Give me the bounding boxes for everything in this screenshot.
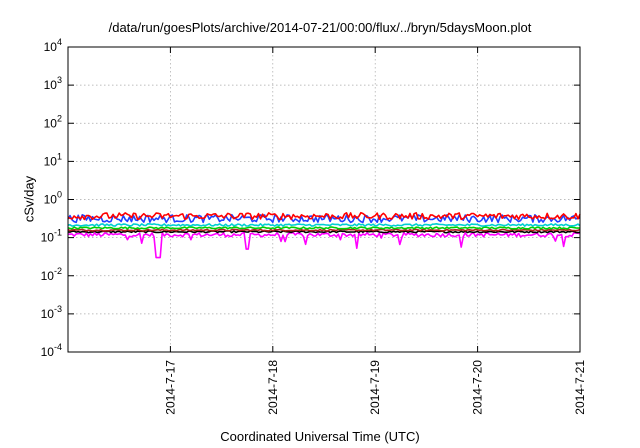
y-tick-label: 10-1: [41, 228, 62, 245]
series-line: [67, 231, 581, 259]
chart-title: /data/run/goesPlots/archive/2014-07-21/0…: [108, 20, 532, 35]
y-tick-label: 10-4: [41, 342, 62, 359]
x-tick-label: 2014-7-21: [573, 360, 587, 415]
y-axis-label: cSv/day: [21, 175, 37, 223]
y-tick-label: 10-3: [41, 304, 62, 321]
x-tick-label: 2014-7-20: [471, 360, 485, 415]
y-tick-label: 10-2: [41, 266, 62, 283]
x-tick-label: 2014-7-18: [266, 360, 280, 415]
y-tick-label: 100: [44, 190, 62, 207]
x-tick-label: 2014-7-19: [368, 360, 382, 415]
series-line: [67, 230, 581, 234]
x-axis-label: Coordinated Universal Time (UTC): [220, 429, 420, 444]
y-tick-label: 103: [44, 75, 62, 92]
y-tick-label: 101: [44, 151, 62, 168]
series-line: [67, 226, 581, 230]
x-tick-label: 2014-7-17: [163, 360, 177, 415]
y-tick-label: 104: [44, 37, 62, 54]
plot-frame: [67, 46, 581, 353]
y-tick-label: 102: [44, 113, 62, 130]
series-line: [67, 211, 581, 221]
series-line: [67, 223, 581, 227]
